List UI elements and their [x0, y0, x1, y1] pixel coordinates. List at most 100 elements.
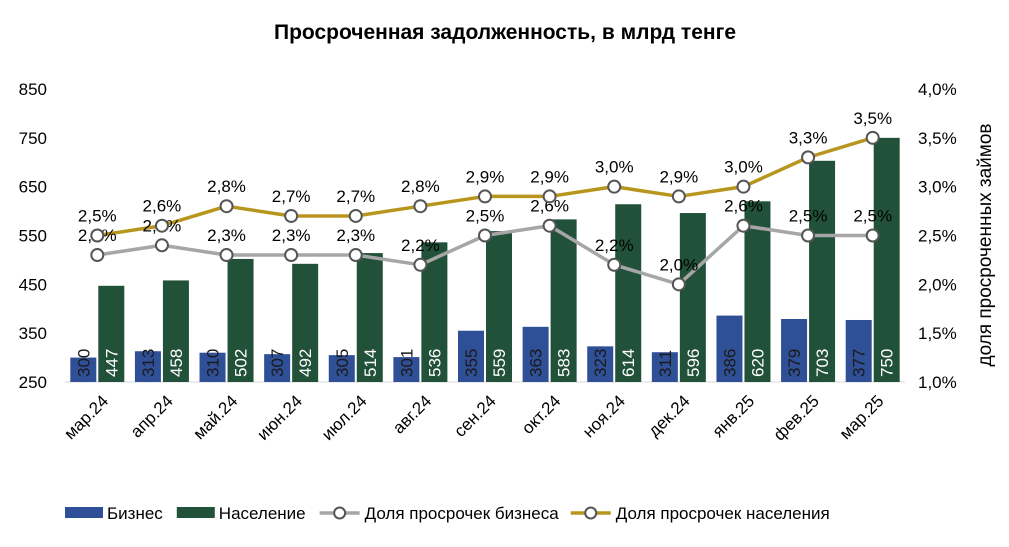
y-left-tick-label: 650 [19, 178, 47, 197]
x-tick-label: апр.24 [127, 391, 177, 441]
x-tick-label: ноя.24 [579, 391, 629, 441]
line-point [607, 179, 622, 194]
bar-value-label: 492 [296, 349, 315, 377]
line-point [542, 218, 557, 233]
y-right-tick-label: 3,0% [918, 178, 957, 197]
bar-business [70, 357, 97, 382]
legend-swatch [176, 507, 215, 518]
bar-value-label: 583 [555, 349, 574, 377]
line-point [671, 189, 686, 204]
line-value-label: 3,3% [789, 128, 828, 147]
legend-label: Доля просрочек бизнеса [365, 504, 560, 523]
bar-business [651, 352, 678, 382]
bar-population [615, 204, 642, 382]
bar-value-label: 614 [619, 349, 638, 377]
bar-value-label: 596 [684, 349, 703, 377]
bar-value-label: 363 [527, 349, 546, 377]
y-left-tick-label: 850 [19, 80, 47, 99]
bar-value-label: 313 [139, 349, 158, 377]
y-right-tick-label: 1,5% [918, 324, 957, 343]
x-tick-label: дек.24 [645, 391, 694, 440]
line-value-label: 3,5% [853, 109, 892, 128]
line-point [413, 199, 428, 214]
line-point [736, 179, 751, 194]
x-tick-label: янв.25 [709, 391, 759, 441]
bar-population [550, 219, 577, 382]
bar-value-label: 377 [850, 349, 869, 377]
line-point [478, 189, 492, 204]
line-value-label: 2,0% [659, 255, 698, 274]
line-value-label: 2,8% [401, 177, 440, 196]
bar-business [134, 351, 161, 382]
bar-population [809, 160, 836, 382]
bar-value-label: 703 [813, 349, 832, 377]
line-point [413, 257, 428, 272]
line-point [736, 218, 751, 233]
x-tick-label: мар.24 [60, 391, 112, 443]
bar-population [679, 213, 706, 382]
bar-business [264, 354, 291, 382]
x-tick-label: сен.24 [450, 391, 499, 440]
line-value-label: 2,3% [272, 226, 311, 245]
y-right-tick-label: 2,0% [918, 275, 957, 294]
line-point [348, 248, 363, 263]
legend-marker [333, 506, 347, 520]
line-value-label: 2,9% [530, 167, 569, 186]
bar-value-label: 502 [232, 349, 251, 377]
bar-business [781, 319, 808, 382]
bar-value-label: 355 [462, 349, 481, 377]
bar-value-label: 307 [268, 349, 287, 377]
line-value-label: 2,2% [401, 236, 440, 255]
line-point [801, 228, 816, 243]
bar-population [292, 263, 319, 382]
line-value-label: 2,6% [724, 197, 763, 216]
bar-business [845, 319, 872, 382]
y-right-tick-label: 2,5% [918, 227, 957, 246]
bar-business [393, 357, 420, 382]
y-left-tick-label: 550 [19, 227, 47, 246]
line-point [284, 248, 299, 263]
line-point [154, 218, 169, 233]
line-point [801, 150, 816, 165]
bar-value-label: 379 [785, 349, 804, 377]
line-value-label: 2,7% [336, 187, 375, 206]
right-axis-label: доля просроченных займов [975, 123, 996, 366]
bar-population [162, 280, 189, 382]
bar-value-label: 300 [74, 349, 93, 377]
bar-value-label: 310 [204, 349, 223, 377]
line-value-label: 2,2% [595, 236, 634, 255]
y-left-tick-label: 450 [19, 275, 47, 294]
line-value-label: 2,5% [78, 207, 117, 226]
bar-value-label: 386 [720, 349, 739, 377]
x-tick-label: фев.25 [770, 391, 823, 444]
legend-marker [584, 506, 598, 520]
line-point [219, 248, 234, 263]
line-point [284, 208, 299, 223]
bar-population [356, 253, 383, 382]
bar-population [227, 258, 254, 382]
line-value-label: 2,9% [659, 167, 698, 186]
bar-value-label: 559 [490, 349, 509, 377]
bar-value-label: 447 [102, 349, 121, 377]
bar-population [486, 231, 512, 382]
bar-business [328, 355, 355, 382]
line-point [671, 277, 686, 292]
x-tick-label: авг.24 [389, 391, 435, 437]
legend-label: Население [219, 504, 306, 523]
bar-business [458, 330, 484, 382]
line-value-label: 3,0% [724, 158, 763, 177]
line-value-label: 2,6% [143, 197, 182, 216]
line-point [90, 248, 105, 263]
line-point [607, 257, 622, 272]
line-point [348, 208, 363, 223]
bar-population [873, 137, 900, 382]
y-right-tick-label: 1,0% [918, 373, 957, 392]
bar-business [199, 352, 226, 382]
bar-value-label: 458 [167, 349, 186, 377]
line-point [542, 189, 557, 204]
bar-value-label: 305 [333, 349, 352, 377]
x-tick-label: май.24 [190, 391, 242, 443]
line-value-label: 2,8% [207, 177, 246, 196]
